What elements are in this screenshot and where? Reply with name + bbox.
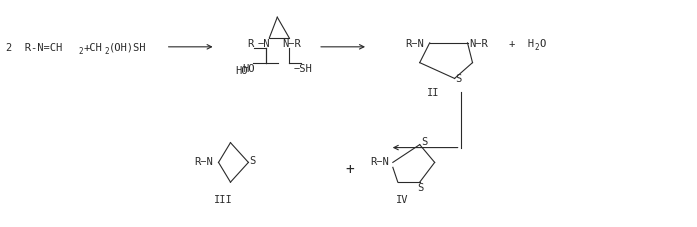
Text: R: R [247, 39, 254, 49]
Text: R−N: R−N [370, 158, 389, 168]
Text: 2  R-N=CH: 2 R-N=CH [6, 43, 63, 53]
Text: (OH)SH: (OH)SH [109, 43, 146, 53]
Text: +: + [345, 162, 354, 177]
Text: R−N: R−N [405, 39, 424, 49]
Text: HO: HO [236, 66, 248, 76]
Text: −N: −N [257, 39, 270, 49]
Text: S: S [250, 156, 256, 166]
Text: +  H: + H [510, 39, 535, 49]
Text: S: S [456, 74, 462, 84]
Text: O: O [539, 39, 546, 49]
Text: −SH: −SH [293, 64, 312, 74]
Text: III: III [213, 195, 232, 205]
Text: N−R: N−R [282, 39, 301, 49]
Text: 2: 2 [78, 47, 83, 56]
Text: S: S [422, 137, 428, 147]
Text: 2: 2 [535, 43, 539, 52]
Text: II: II [427, 88, 439, 98]
Text: HO: HO [243, 64, 255, 74]
Text: R−N: R−N [194, 158, 213, 168]
Text: +CH: +CH [83, 43, 102, 53]
Text: S: S [418, 183, 424, 193]
Text: 2: 2 [104, 47, 109, 56]
Text: N−R: N−R [470, 39, 489, 49]
Text: IV: IV [396, 195, 408, 205]
